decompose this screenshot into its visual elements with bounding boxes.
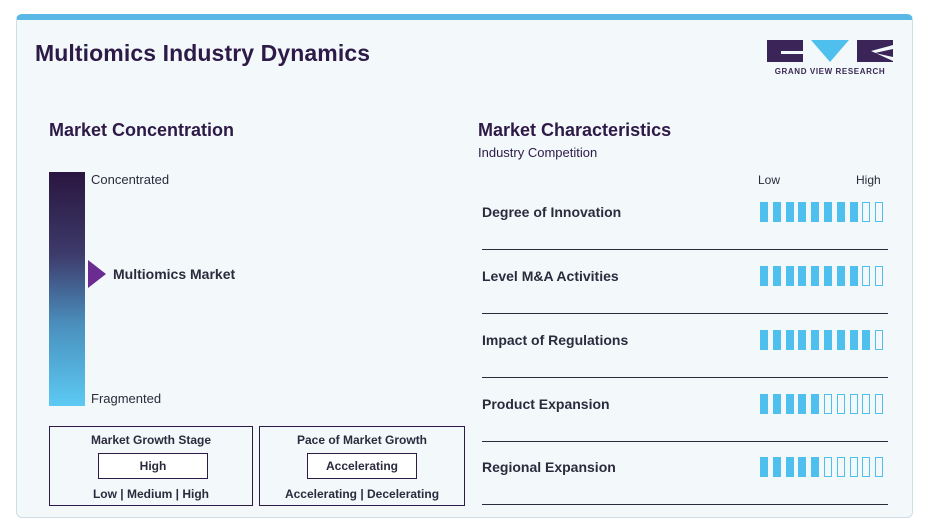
row-divider [482,377,888,378]
rating-segment-filled [849,202,858,222]
rating-segment-filled [785,457,794,477]
concentration-gradient-bar [49,172,85,406]
rating-segment-filled [798,394,807,414]
rating-segment-filled [772,394,781,414]
rating-segment-filled [811,266,820,286]
rating-segment-empty [849,457,858,477]
scale-low-label: Low [758,173,781,187]
rating-segment-empty [862,457,871,477]
rating-segment-empty [875,457,884,477]
row-divider [482,441,888,442]
rating-segment-empty [836,457,845,477]
growth-pace-box: Pace of Market Growth Accelerating Accel… [259,426,465,506]
characteristic-label: Product Expansion [482,396,610,412]
rating-segment-filled [811,330,820,350]
characteristic-label: Impact of Regulations [482,332,629,348]
dynamics-card: Multiomics Industry Dynamics GRAND VIEW … [16,14,913,518]
logo-icon [767,40,893,62]
market-position-label: Multiomics Market [113,266,236,282]
concentrated-label: Concentrated [91,172,170,187]
rating-segment-empty [836,394,845,414]
growth-pace-title: Pace of Market Growth [296,433,428,447]
rating-segment-filled [785,202,794,222]
characteristic-row: Product Expansion [482,378,888,442]
rating-segment-filled [862,330,871,350]
market-characteristics-heading: Market Characteristics [478,120,672,140]
rating-segment-filled [811,457,820,477]
rating-segment-filled [824,266,832,286]
rating-segment-empty [824,457,832,477]
rating-segment-filled [798,330,807,350]
fragmented-label: Fragmented [91,391,162,406]
industry-competition-subheading: Industry Competition [478,145,598,160]
rating-meter [760,394,888,416]
rating-meter [760,202,888,224]
page-title: Multiomics Industry Dynamics [35,40,371,66]
characteristic-row: Degree of Innovation [482,186,888,250]
characteristic-row: Regional Expansion [482,441,888,505]
rating-segment-filled [772,457,781,477]
rating-segment-filled [772,330,781,350]
growth-stage-value: High [98,453,208,479]
rating-segment-empty [862,266,871,286]
rating-segment-filled [849,266,858,286]
logo-text: GRAND VIEW RESEARCH [774,67,886,76]
rating-segment-filled [760,330,768,350]
characteristic-row: Impact of Regulations [482,314,888,378]
rating-segment-filled [798,266,807,286]
rating-segment-filled [811,394,820,414]
rating-segment-empty [862,394,871,414]
rating-segment-empty [849,394,858,414]
rating-segment-empty [875,266,884,286]
rating-segment-filled [785,330,794,350]
market-concentration-heading: Market Concentration [49,120,235,140]
characteristic-label: Level M&A Activities [482,268,619,284]
characteristic-label: Regional Expansion [482,459,616,475]
rating-segment-filled [772,202,781,222]
rating-segment-filled [760,457,768,477]
rating-segment-filled [798,457,807,477]
rating-segment-filled [811,202,820,222]
row-divider [482,504,888,505]
growth-pace-options: Accelerating | Decelerating [284,487,440,501]
rating-segment-filled [760,266,768,286]
rating-segment-filled [785,394,794,414]
characteristic-row: Level M&A Activities [482,250,888,314]
scale-high-label: High [856,173,881,187]
rating-segment-filled [836,266,845,286]
rating-segment-filled [824,202,832,222]
market-pointer-icon [88,260,106,288]
rating-segment-empty [824,394,832,414]
rating-segment-empty [875,330,884,350]
rating-segment-empty [875,394,884,414]
rating-segment-filled [785,266,794,286]
rating-meter [760,330,888,352]
row-divider [482,313,888,314]
rating-segment-filled [824,330,832,350]
rating-meter [760,266,888,288]
rating-segment-filled [836,330,845,350]
growth-stage-title: Market Growth Stage [90,433,212,447]
rating-segment-filled [772,266,781,286]
row-divider [482,249,888,250]
growth-stage-options: Low | Medium | High [92,487,210,501]
rating-segment-empty [862,202,871,222]
rating-segment-filled [798,202,807,222]
rating-segment-filled [836,202,845,222]
growth-stage-box: Market Growth Stage High Low | Medium | … [49,426,253,506]
characteristic-label: Degree of Innovation [482,204,622,220]
rating-segment-filled [849,330,858,350]
rating-segment-filled [760,202,768,222]
grand-view-research-logo: GRAND VIEW RESEARCH [767,40,893,84]
growth-pace-value: Accelerating [307,453,417,479]
rating-meter [760,457,888,479]
rating-segment-filled [760,394,768,414]
rating-segment-empty [875,202,884,222]
